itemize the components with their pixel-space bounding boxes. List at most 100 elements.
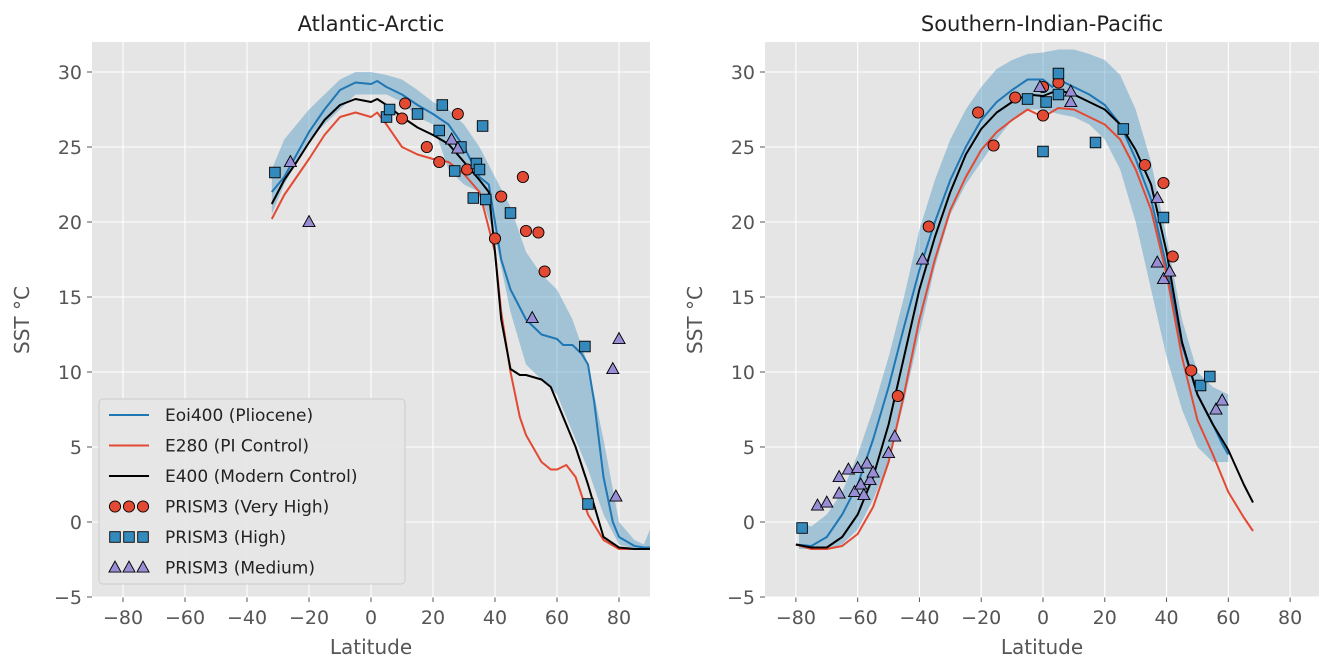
y-tick-label: 0: [70, 512, 82, 534]
data-point-triangle: [863, 472, 877, 486]
data-point-square: [433, 124, 445, 137]
x-tick-label: 60: [545, 607, 569, 629]
x-tick-label: 80: [1278, 607, 1302, 629]
data-point-triangle: [1215, 393, 1229, 406]
data-point-square: [1089, 136, 1102, 149]
data-point-square: [504, 207, 517, 219]
y-axis-label: SST °C: [10, 286, 34, 354]
x-tick-label: −60: [838, 607, 878, 629]
x-tick-label: −40: [227, 607, 267, 629]
legend-label: PRISM3 (Medium): [165, 559, 315, 579]
data-point-triangle: [444, 132, 459, 145]
legend-marker-swatch: [136, 500, 150, 513]
data-point-square: [476, 120, 489, 132]
x-tick-label: −80: [103, 607, 143, 629]
data-point-square: [1157, 211, 1170, 224]
legend-label: Eoi400 (Pliocene): [165, 406, 313, 426]
data-point-triangle: [866, 465, 880, 478]
legend-label: PRISM3 (Very High): [165, 498, 329, 518]
data-point-circle: [516, 170, 529, 184]
legend-marker-swatch: [122, 500, 136, 513]
data-point-triangle: [832, 469, 846, 483]
legend-marker-swatch: [122, 560, 136, 573]
data-point-triangle: [605, 361, 620, 375]
data-point-square: [796, 522, 808, 534]
y-tick-label: 10: [58, 362, 82, 384]
data-point-square: [467, 192, 480, 204]
data-point-triangle: [887, 429, 902, 442]
data-point-triangle: [860, 456, 874, 469]
model-spread-band: [799, 49, 1229, 549]
data-point-triangle: [832, 486, 846, 499]
data-point-square: [1117, 123, 1130, 135]
data-point-square: [579, 340, 591, 353]
x-tick-label: −40: [899, 607, 939, 629]
data-point-triangle: [1033, 79, 1047, 93]
y-tick-label: 10: [731, 362, 755, 384]
data-point-triangle: [1150, 255, 1165, 268]
data-point-square: [436, 99, 449, 111]
data-point-square: [1204, 370, 1216, 383]
legend: Eoi400 (Pliocene) E280 (PI Control) E400 (…: [98, 398, 406, 585]
x-tick-label: 40: [1154, 607, 1178, 629]
data-point-triangle: [302, 214, 316, 228]
data-point-triangle: [881, 445, 896, 459]
data-point-circle: [922, 220, 935, 233]
data-point-triangle: [525, 310, 540, 324]
data-point-circle: [987, 139, 1000, 152]
legend-marker-swatch: [108, 560, 122, 573]
data-point-circle: [1157, 176, 1170, 190]
data-point-triangle: [847, 484, 862, 498]
data-point-circle: [972, 106, 985, 119]
data-point-square: [1037, 145, 1049, 158]
legend-marker-swatch: [109, 531, 121, 543]
legend-marker-swatch: [137, 531, 149, 543]
panel-title: Southern-Indian-Pacific: [921, 12, 1163, 36]
legend-box: [98, 398, 406, 585]
data-point-circle: [538, 265, 551, 278]
data-point-circle: [1009, 91, 1022, 104]
x-tick-label: 20: [1093, 607, 1117, 629]
panel-title: Atlantic-Arctic: [298, 12, 445, 36]
series-line: [270, 111, 650, 550]
y-tick-label: −5: [54, 587, 82, 609]
data-point-circle: [1166, 250, 1179, 263]
data-point-triangle: [1063, 94, 1078, 108]
data-point-circle: [1138, 158, 1151, 172]
plot-content: [795, 49, 1254, 550]
series-line: [795, 107, 1254, 550]
data-point-square: [269, 166, 281, 179]
data-point-triangle: [1209, 402, 1223, 415]
data-point-square: [448, 165, 461, 177]
legend-marker-swatch: [123, 531, 135, 543]
series-line: [795, 78, 1230, 547]
data-point-circle: [1185, 364, 1198, 377]
x-tick-label: 40: [483, 607, 507, 629]
y-tick-label: 20: [731, 212, 755, 234]
data-point-circle: [488, 232, 502, 245]
data-point-square: [473, 163, 486, 176]
x-tick-label: 0: [365, 607, 377, 629]
data-point-square: [1052, 88, 1065, 101]
data-point-square: [411, 108, 424, 120]
legend-label: E400 (Modern Control): [165, 467, 358, 487]
data-point-triangle: [915, 252, 930, 265]
x-tick-label: −20: [289, 607, 329, 629]
x-tick-label: 0: [1037, 607, 1049, 629]
data-point-circle: [451, 107, 464, 121]
data-point-triangle: [841, 462, 856, 475]
southern-indian-pacific-panel: Southern-Indian-Pacific Latitude SST °C …: [683, 12, 1319, 657]
data-point-circle: [532, 226, 545, 239]
data-point-triangle: [1150, 190, 1165, 204]
x-axis-label: Latitude: [330, 635, 412, 657]
legend-label: PRISM3 (High): [165, 528, 286, 548]
y-axis-label: SST °C: [683, 286, 707, 354]
data-point-square: [1052, 67, 1065, 80]
data-point-circle: [433, 155, 446, 169]
y-tick-label: 15: [58, 287, 82, 309]
x-tick-label: 80: [607, 607, 631, 629]
data-point-triangle: [1063, 84, 1078, 97]
data-point-circle: [1036, 109, 1050, 122]
x-tick-label: 20: [421, 607, 445, 629]
